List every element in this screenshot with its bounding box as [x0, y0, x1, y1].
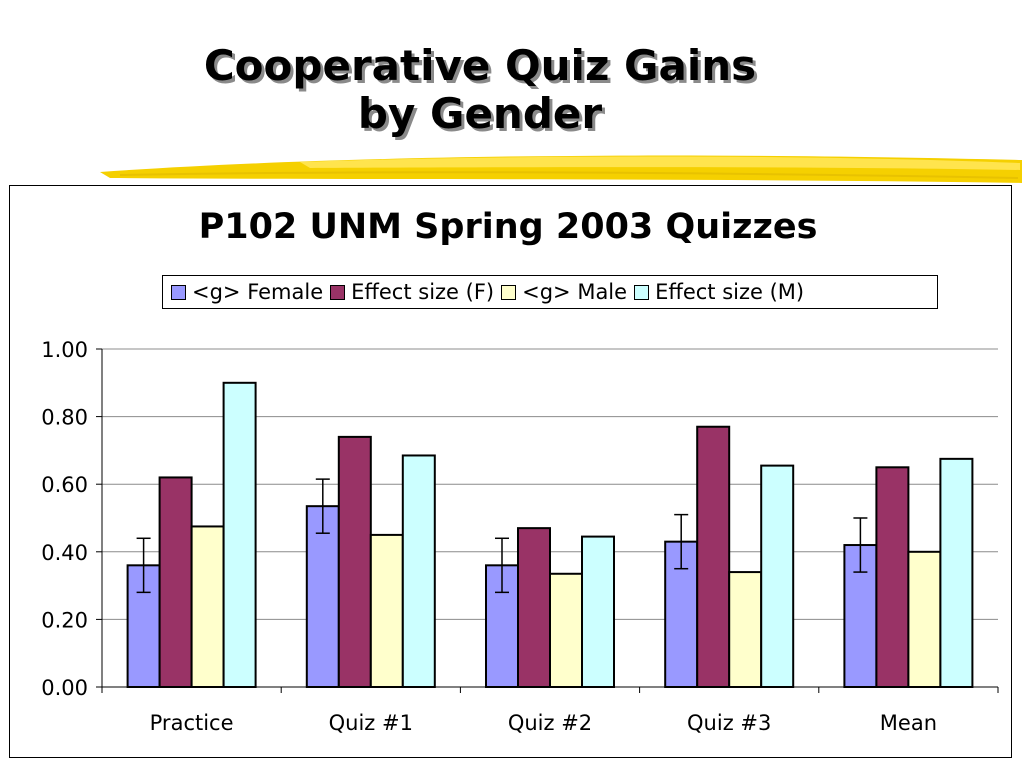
legend-label: <g> Male — [522, 280, 628, 304]
y-tick-label: 0.60 — [41, 473, 88, 497]
slide-title-line-1: Cooperative Quiz Gains — [203, 41, 757, 90]
x-tick-label: Quiz #3 — [687, 711, 771, 735]
legend-swatch — [171, 284, 186, 300]
y-tick-label: 0.80 — [41, 406, 88, 430]
slide-title: Cooperative Quiz Gains by Gender — [150, 42, 810, 138]
x-tick-label: Mean — [880, 711, 937, 735]
bar — [158, 476, 193, 688]
bar — [760, 464, 795, 688]
bar — [222, 381, 257, 688]
bar — [549, 572, 583, 689]
x-tick-label: Quiz #2 — [508, 711, 592, 735]
bar — [696, 425, 731, 688]
legend-entry: <g> Female — [171, 280, 323, 304]
legend-swatch — [501, 284, 517, 300]
y-tick-label: 0.20 — [41, 608, 88, 632]
bar — [369, 533, 404, 689]
legend-entry: Effect size (F) — [330, 280, 494, 304]
legend-entry: <g> Male — [501, 280, 627, 304]
bar — [875, 466, 910, 688]
bar — [190, 525, 225, 689]
x-tick-label: Quiz #1 — [329, 711, 413, 735]
legend-label: <g> Female — [192, 280, 324, 304]
legend-swatch — [634, 284, 650, 300]
x-tick-label: Practice — [150, 711, 234, 735]
legend-label: Effect size (M) — [655, 280, 805, 304]
chart-title: P102 UNM Spring 2003 Quizzes — [198, 207, 818, 247]
bar — [401, 454, 436, 688]
y-tick-label: 1.00 — [41, 338, 88, 362]
yellow-brush-stroke — [100, 155, 1022, 183]
legend-swatch — [330, 284, 346, 300]
bar — [907, 550, 942, 688]
bar — [337, 435, 372, 688]
legend-entry: Effect size (M) — [634, 280, 804, 304]
bar — [939, 457, 974, 688]
slide-title-line-2: by Gender — [357, 89, 603, 138]
bar — [517, 527, 551, 689]
y-tick-label: 0.40 — [41, 541, 88, 565]
bar — [581, 535, 615, 689]
y-tick-label: 0.00 — [41, 676, 88, 700]
bar — [728, 571, 763, 689]
chart-legend: <g> Female Effect size (F) <g> Male Effect … — [162, 275, 938, 309]
legend-label: Effect size (F) — [351, 280, 495, 304]
